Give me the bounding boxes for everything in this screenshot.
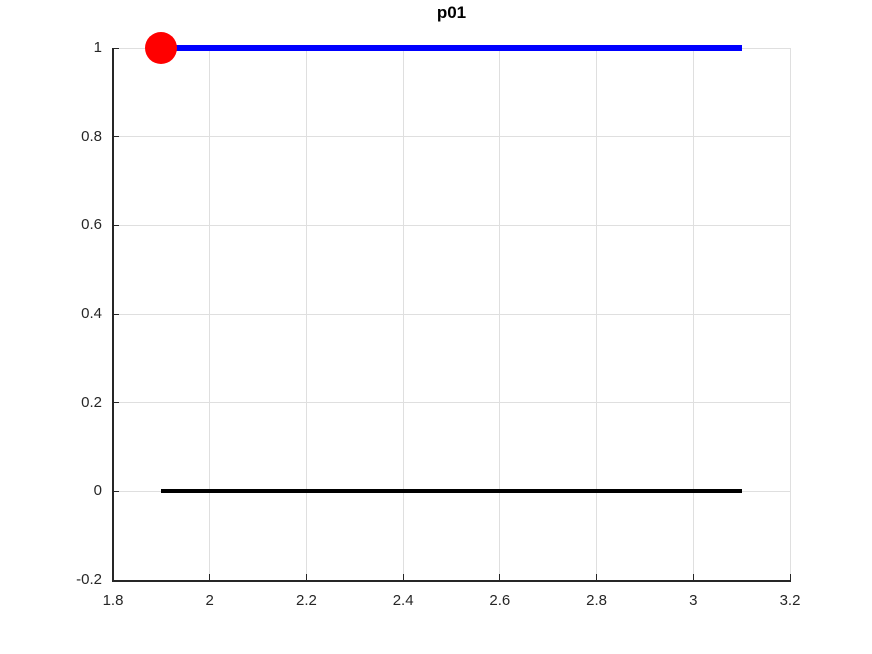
- y-tick-label: 1: [93, 39, 102, 56]
- y-tick-mark: [113, 313, 119, 315]
- gridline-horizontal: [113, 136, 790, 138]
- y-tick-label: 0: [93, 482, 102, 500]
- gridline-horizontal: [113, 224, 790, 226]
- y-tick-mark: [113, 402, 119, 404]
- x-tick-mark: [499, 574, 501, 580]
- y-tick-label: 0.6: [81, 216, 102, 234]
- x-tick-label: 2.2: [295, 592, 317, 609]
- x-tick-mark: [209, 574, 211, 580]
- x-tick-label: 2.8: [586, 592, 607, 609]
- y-tick-mark: [113, 579, 119, 581]
- x-tick-label: 2: [205, 592, 214, 609]
- y-tick-label: 0.2: [81, 393, 102, 411]
- y-tick-label: 0.8: [81, 127, 102, 145]
- x-tick-mark: [402, 574, 404, 580]
- chart-title: p01: [436, 3, 467, 22]
- y-tick-mark: [113, 136, 119, 138]
- x-tick-label: 2.6: [489, 592, 511, 609]
- gridline-horizontal: [113, 402, 790, 404]
- y-axis-line: [112, 48, 114, 581]
- x-axis-line: [112, 580, 791, 582]
- y-tick-mark: [113, 490, 119, 492]
- x-tick-label: 3.2: [779, 592, 801, 609]
- x-tick-label: 2.4: [392, 592, 414, 609]
- y-tick-mark: [113, 47, 119, 49]
- series-line-lower-segment: [161, 489, 742, 494]
- y-tick-label: 0.4: [81, 305, 102, 322]
- x-tick-label: 1.8: [102, 592, 124, 609]
- x-tick-mark: [789, 574, 791, 580]
- y-tick-mark: [113, 224, 119, 226]
- gridline-vertical: [789, 48, 791, 580]
- series-line-upper-segment: [161, 45, 742, 51]
- x-tick-mark: [305, 574, 307, 580]
- x-tick-mark: [112, 574, 114, 580]
- x-tick-label: 3: [689, 592, 698, 609]
- start-marker-circle: [145, 32, 178, 64]
- y-tick-label: -0.2: [76, 571, 102, 588]
- x-tick-mark: [596, 574, 598, 580]
- gridline-horizontal: [113, 313, 790, 315]
- x-tick-mark: [692, 574, 694, 580]
